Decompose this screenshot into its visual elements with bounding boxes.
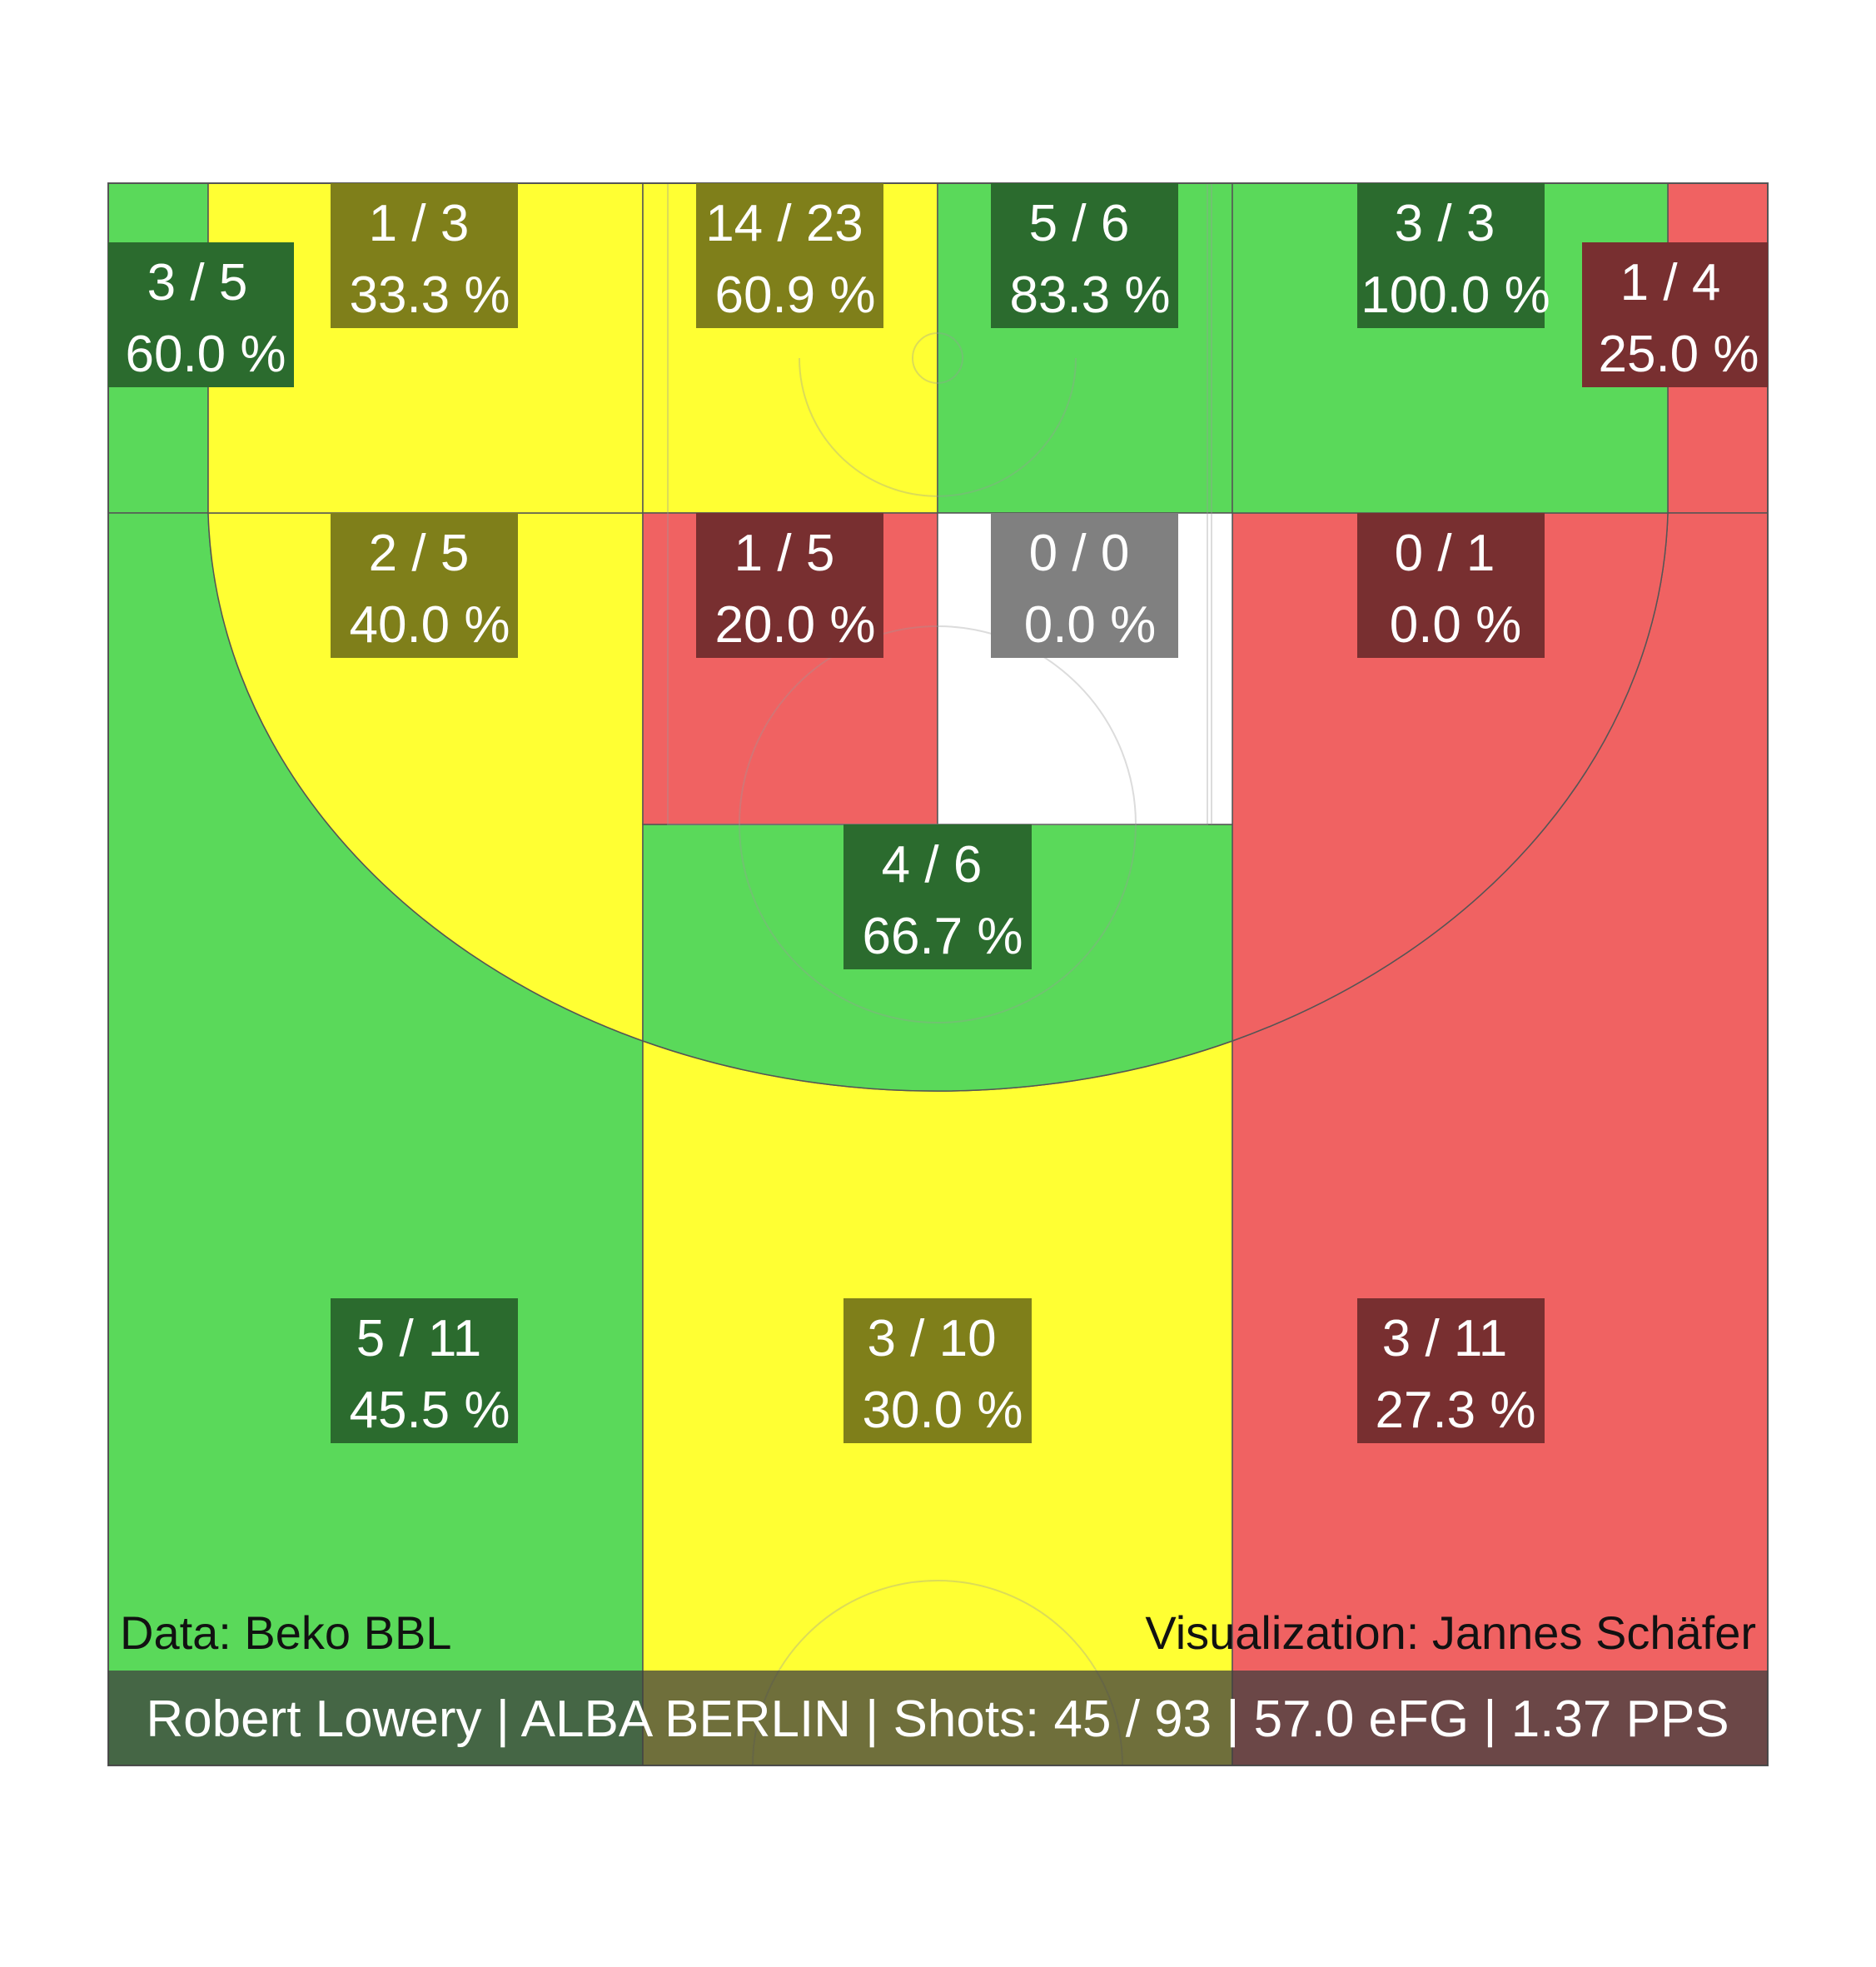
zone-made-attempts: 0 / 1	[1395, 525, 1495, 582]
zone-fill-right-midrange	[1232, 512, 1669, 1043]
zone-percentage: 100.0 %	[1361, 266, 1550, 324]
zone-made-attempts: 1 / 3	[369, 195, 470, 252]
zone-made-attempts: 2 / 5	[369, 525, 470, 582]
zone-percentage: 83.3 %	[1009, 266, 1170, 324]
zone-percentage: 40.0 %	[349, 596, 510, 654]
zone-label-left-short-baseline: 1 / 3 33.3 %	[331, 183, 518, 328]
zone-made-attempts: 3 / 5	[147, 254, 248, 311]
zone-percentage: 27.3 %	[1375, 1382, 1535, 1439]
zone-made-attempts: 1 / 4	[1620, 254, 1721, 311]
zone-percentage: 25.0 %	[1598, 326, 1759, 383]
zone-label-left-corner-3: 3 / 5 60.0 %	[108, 242, 294, 387]
zone-made-attempts: 14 / 23	[705, 195, 863, 252]
zone-label-top-3: 3 / 10 30.0 %	[843, 1298, 1032, 1443]
zone-label-top-of-key-midrange: 4 / 6 66.7 %	[843, 824, 1032, 969]
zone-percentage: 20.0 %	[714, 596, 875, 654]
zone-made-attempts: 5 / 6	[1029, 195, 1130, 252]
zone-made-attempts: 3 / 11	[1382, 1310, 1508, 1367]
zone-percentage: 60.9 %	[714, 266, 875, 324]
zone-percentage: 66.7 %	[862, 908, 1023, 965]
zone-percentage: 60.0 %	[125, 326, 286, 383]
footer-bar	[108, 1671, 1768, 1765]
zone-label-right-short-baseline: 3 / 3 100.0 %	[1357, 183, 1550, 328]
zone-percentage: 30.0 %	[862, 1382, 1023, 1439]
zone-labels: 3 / 5 60.0 % 1 / 3 33.3 % 14 / 23 60.9 %…	[108, 183, 1768, 1443]
zone-label-paint-left: 1 / 5 20.0 %	[696, 513, 883, 658]
zone-made-attempts: 3 / 10	[867, 1310, 996, 1367]
zone-made-attempts: 1 / 5	[734, 525, 835, 582]
zone-made-attempts: 3 / 3	[1395, 195, 1495, 252]
zone-label-left-wing-3: 5 / 11 45.5 %	[331, 1298, 518, 1443]
zone-label-restricted-right: 5 / 6 83.3 %	[991, 183, 1178, 328]
zone-made-attempts: 5 / 11	[356, 1310, 482, 1367]
zone-percentage: 0.0 %	[1024, 596, 1157, 654]
zone-label-left-midrange: 2 / 5 40.0 %	[331, 513, 518, 658]
zone-percentage: 0.0 %	[1390, 596, 1522, 654]
zone-fill-left-midrange	[207, 512, 644, 1043]
zone-label-paint-right: 0 / 0 0.0 %	[991, 513, 1178, 658]
zone-label-right-corner-3: 1 / 4 25.0 %	[1582, 242, 1768, 387]
zone-fills	[108, 183, 1768, 1765]
zone-made-attempts: 0 / 0	[1029, 525, 1130, 582]
zone-label-restricted-left: 14 / 23 60.9 %	[696, 183, 883, 328]
footer-summary: Robert Lowery | ALBA BERLIN | Shots: 45 …	[146, 1691, 1729, 1748]
zone-label-right-wing-3: 3 / 11 27.3 %	[1357, 1298, 1545, 1443]
data-source-credit: Data: Beko BBL	[120, 1606, 451, 1659]
zone-label-right-midrange: 0 / 1 0.0 %	[1357, 513, 1545, 658]
visualization-credit: Visualization: Jannes Schäfer	[1145, 1606, 1756, 1659]
zone-percentage: 45.5 %	[349, 1382, 510, 1439]
zone-made-attempts: 4 / 6	[882, 836, 983, 894]
zone-percentage: 33.3 %	[349, 266, 510, 324]
